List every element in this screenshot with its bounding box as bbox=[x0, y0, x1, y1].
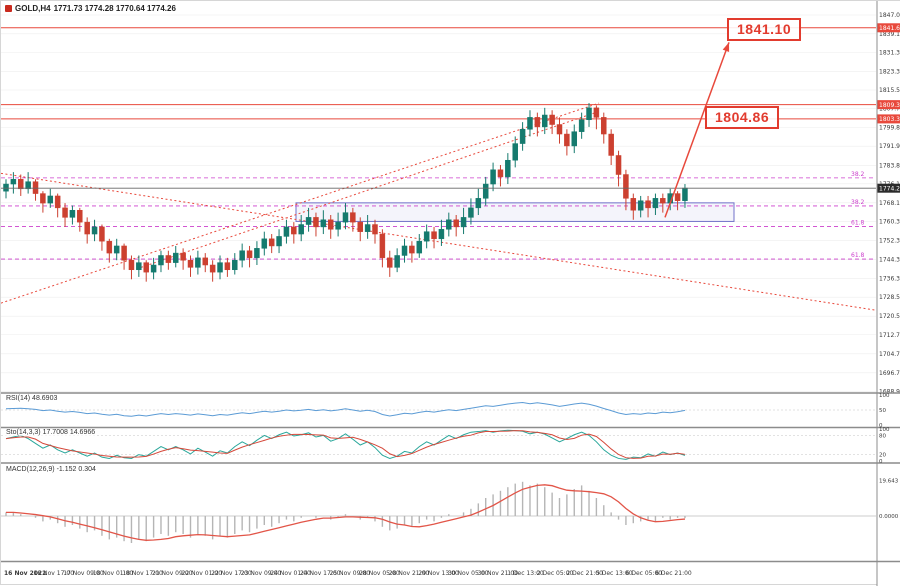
rsi-indicator-label: RSI(14) 48.6903 bbox=[4, 395, 59, 402]
symbol-name: GOLD,H4 bbox=[15, 4, 51, 13]
svg-text:61.8: 61.8 bbox=[851, 219, 865, 226]
svg-text:61.8: 61.8 bbox=[851, 252, 865, 259]
svg-text:0.0000: 0.0000 bbox=[879, 514, 899, 520]
price-callout-1841[interactable]: 1841.10 bbox=[727, 18, 801, 41]
svg-text:1744.30: 1744.30 bbox=[879, 257, 900, 264]
svg-text:1696.70: 1696.70 bbox=[879, 370, 900, 377]
svg-text:1704.70: 1704.70 bbox=[879, 351, 900, 358]
svg-text:1815.50: 1815.50 bbox=[879, 87, 900, 94]
svg-text:1791.90: 1791.90 bbox=[879, 143, 900, 150]
svg-text:1728.50: 1728.50 bbox=[879, 294, 900, 301]
svg-text:1831.30: 1831.30 bbox=[879, 49, 900, 56]
svg-text:1809.35: 1809.35 bbox=[879, 102, 900, 109]
projection-arrow bbox=[665, 42, 729, 217]
stochastic-indicator-label: Sto(14,3,3) 17.7008 14.6966 bbox=[4, 429, 97, 436]
svg-text:1799.80: 1799.80 bbox=[879, 124, 900, 131]
svg-text:1768.10: 1768.10 bbox=[879, 200, 900, 207]
svg-text:1841.63: 1841.63 bbox=[879, 25, 900, 32]
svg-text:1803.36: 1803.36 bbox=[879, 116, 900, 123]
svg-text:19.643: 19.643 bbox=[879, 479, 899, 485]
svg-text:1823.30: 1823.30 bbox=[879, 68, 900, 75]
svg-text:1760.30: 1760.30 bbox=[879, 218, 900, 225]
symbol-title: GOLD,H4 1771.73 1774.28 1770.64 1774.26 bbox=[5, 4, 176, 13]
svg-text:1720.50: 1720.50 bbox=[879, 313, 900, 320]
svg-text:50: 50 bbox=[879, 408, 886, 414]
svg-text:80: 80 bbox=[879, 433, 886, 439]
svg-text:20: 20 bbox=[879, 453, 886, 459]
chart-icon bbox=[5, 5, 12, 12]
svg-text:1774.26: 1774.26 bbox=[879, 185, 900, 192]
candles-layer bbox=[4, 103, 688, 282]
svg-text:1783.80: 1783.80 bbox=[879, 162, 900, 169]
svg-text:38.2: 38.2 bbox=[851, 199, 865, 206]
macd-indicator-label: MACD(12,26,9) -1.152 0.304 bbox=[4, 466, 98, 473]
svg-text:6 Dec 21:00: 6 Dec 21:00 bbox=[655, 570, 692, 577]
symbol-ohlc: 1771.73 1774.28 1770.64 1774.26 bbox=[54, 4, 176, 13]
svg-text:1736.30: 1736.30 bbox=[879, 276, 900, 283]
svg-text:38.2: 38.2 bbox=[851, 171, 865, 178]
svg-text:1847.00: 1847.00 bbox=[879, 12, 900, 19]
svg-text:100: 100 bbox=[879, 393, 890, 399]
price-callout-1804[interactable]: 1804.86 bbox=[705, 106, 779, 129]
macd-panel: 19.643 0.0000 bbox=[1, 479, 899, 543]
svg-text:1712.70: 1712.70 bbox=[879, 332, 900, 339]
svg-text:0: 0 bbox=[879, 459, 883, 465]
panel-separators bbox=[1, 393, 900, 562]
svg-text:1752.30: 1752.30 bbox=[879, 237, 900, 244]
price-axis: 1847.001839.101831.301823.301815.501807.… bbox=[877, 1, 900, 586]
svg-text:100: 100 bbox=[879, 427, 890, 433]
